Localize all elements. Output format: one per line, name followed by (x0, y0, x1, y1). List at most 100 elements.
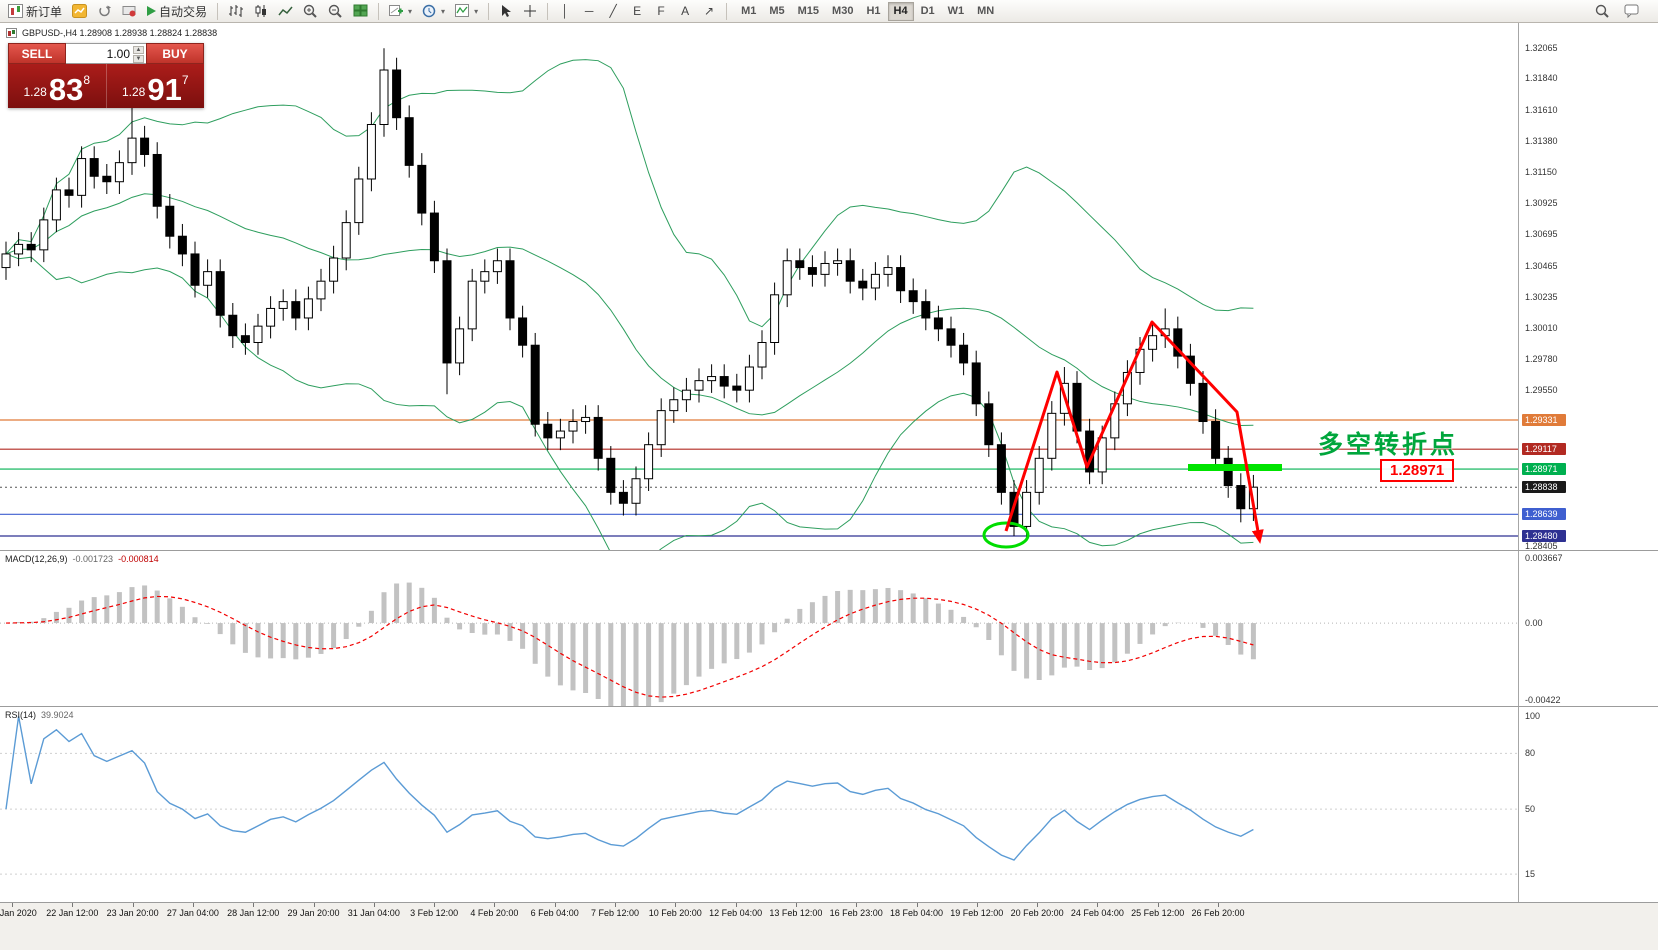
bar-chart-mode-button[interactable] (224, 1, 248, 21)
time-tick-label: 10 Feb 20:00 (648, 908, 702, 918)
macd-signal-line (5, 595, 1254, 698)
axis-tick-label: 0.00 (1525, 618, 1543, 629)
timeframe-button-mn[interactable]: MN (971, 2, 1000, 21)
zoom-out-button[interactable] (324, 1, 347, 21)
candle-body (1034, 457, 1044, 493)
candle-body (1173, 328, 1183, 357)
line-chart-mode-button[interactable] (274, 1, 297, 21)
candle-body (568, 421, 578, 432)
low-circle-annotation[interactable] (982, 521, 1030, 549)
time-tick (615, 903, 616, 907)
timeframe-button-m30[interactable]: M30 (826, 2, 859, 21)
timeframe-button-d1[interactable]: D1 (915, 2, 941, 21)
timeframe-button-h4[interactable]: H4 (887, 1, 914, 21)
toolbar-separator (726, 2, 728, 20)
rsi-canvas[interactable] (0, 707, 1518, 902)
channel-icon: E (633, 4, 642, 18)
volume-value: 1.00 (106, 46, 130, 61)
timeframe-button-m15[interactable]: M15 (792, 2, 825, 21)
buy-price[interactable]: 1.28 91 7 (105, 64, 205, 108)
macd-main-value: -0.001723 (72, 554, 114, 564)
chevron-down-icon: ▾ (441, 6, 446, 16)
time-axis[interactable]: 21 Jan 2020 22 Jan 12:00 23 Jan 20:00 27 Ja… (0, 902, 1658, 922)
channel-tool-button[interactable]: E (626, 1, 648, 21)
rsi-axis[interactable]: 100 80 50 15 (1518, 707, 1658, 902)
alerts-button[interactable] (118, 1, 141, 21)
profiles-button[interactable]: ▾ (418, 1, 449, 21)
candle-body (1211, 421, 1221, 459)
refresh-button[interactable] (93, 1, 116, 21)
text-tool-button[interactable]: A (674, 1, 696, 21)
price-axis[interactable]: 1.32065 1.31840 1.31610 1.31380 1.31150 1.309… (1518, 23, 1658, 550)
chart-title: GBPUSD-,H4 1.28908 1.28938 1.28824 1.288… (6, 28, 217, 38)
charts-button[interactable] (68, 1, 91, 21)
candle-body (946, 328, 956, 346)
main-chart-canvas[interactable] (0, 23, 1518, 550)
volume-input[interactable]: 1.00 ▲ ▼ (66, 43, 146, 64)
autotrading-button[interactable]: 自动交易 (143, 1, 211, 21)
candle-body (51, 189, 61, 221)
time-tick-label: 18 Feb 04:00 (889, 908, 944, 918)
chevron-down-icon: ▾ (408, 6, 413, 16)
candle-body (1097, 437, 1107, 473)
time-tick-label: 13 Feb 12:00 (769, 908, 823, 918)
sell-price[interactable]: 1.28 83 8 (8, 64, 106, 108)
fibonacci-tool-button[interactable]: F (650, 1, 672, 21)
candle-body (177, 235, 187, 255)
vertical-line-tool-button[interactable]: │ (554, 1, 576, 21)
toolbar-separator (488, 2, 490, 20)
horizontal-line-tool-button[interactable]: ─ (578, 1, 600, 21)
price-label-annotation[interactable]: 1.28971 (1380, 459, 1455, 482)
candle-body (669, 399, 679, 412)
price-level-label: 1.29331 (1522, 414, 1566, 427)
volume-down-icon[interactable]: ▼ (133, 55, 144, 63)
candle-body (1198, 382, 1208, 423)
price-level-label: 1.28480 (1522, 529, 1566, 542)
candle-body (366, 124, 376, 180)
turning-point-annotation[interactable]: 多空转折点 (1318, 431, 1459, 459)
new-chart-button[interactable]: ▾ (385, 1, 416, 21)
time-tick-label: 20 Feb 20:00 (1010, 908, 1064, 918)
candle-body (89, 158, 99, 177)
candle-body (114, 162, 124, 183)
cursor-tool-button[interactable] (495, 1, 517, 21)
zoom-in-button[interactable] (299, 1, 322, 21)
macd-panel: MACD(12,26,9) -0.001723 -0.000814 0.0036… (0, 551, 1658, 707)
candle-body (694, 380, 704, 391)
timeframe-button-h1[interactable]: H1 (860, 2, 886, 21)
trend-zigzag-annotation[interactable] (1004, 320, 1264, 544)
macd-axis[interactable]: 0.003667 0.00 -0.00422 (1518, 551, 1658, 706)
time-tick (554, 903, 556, 907)
axis-tick-label: 1.29780 (1525, 353, 1558, 364)
timeframe-button-m5[interactable]: M5 (763, 2, 790, 21)
sell-button[interactable]: SELL (8, 43, 66, 64)
chat-button[interactable] (1620, 1, 1644, 21)
volume-up-icon[interactable]: ▲ (133, 46, 144, 54)
support-zone-bar[interactable] (1188, 464, 1282, 471)
candle-body (26, 243, 36, 251)
crosshair-tool-button[interactable] (519, 1, 541, 21)
axis-tick-label: 80 (1525, 748, 1536, 759)
candle-body (152, 153, 162, 207)
candle-body (707, 376, 717, 382)
time-tick-label: 26 Feb 20:00 (1191, 908, 1245, 918)
candle-body (530, 344, 540, 425)
axis-tick-label: 15 (1525, 869, 1536, 880)
candle-body (64, 189, 74, 196)
timeframe-button-w1[interactable]: W1 (942, 2, 971, 21)
search-button[interactable] (1591, 1, 1614, 21)
new-order-button[interactable]: 新订单 (4, 1, 66, 21)
candle-chart-mode-button[interactable] (250, 1, 272, 21)
trade-panel-prices: 1.28 83 8 1.28 91 7 (8, 64, 204, 108)
trendline-icon: ╱ (609, 4, 617, 18)
timeframe-button-m1[interactable]: M1 (735, 2, 762, 21)
time-tick-label: 29 Jan 20:00 (287, 908, 340, 918)
buy-button[interactable]: BUY (146, 43, 204, 64)
tile-windows-button[interactable] (349, 1, 372, 21)
trendline-tool-button[interactable]: ╱ (602, 1, 624, 21)
axis-tick-label: 1.32065 (1525, 42, 1558, 53)
indicators-button[interactable]: ▾ (451, 1, 482, 21)
time-tick-label: 4 Feb 20:00 (470, 908, 519, 918)
arrows-tool-button[interactable]: ↗ (698, 1, 720, 21)
macd-canvas[interactable] (0, 551, 1518, 706)
